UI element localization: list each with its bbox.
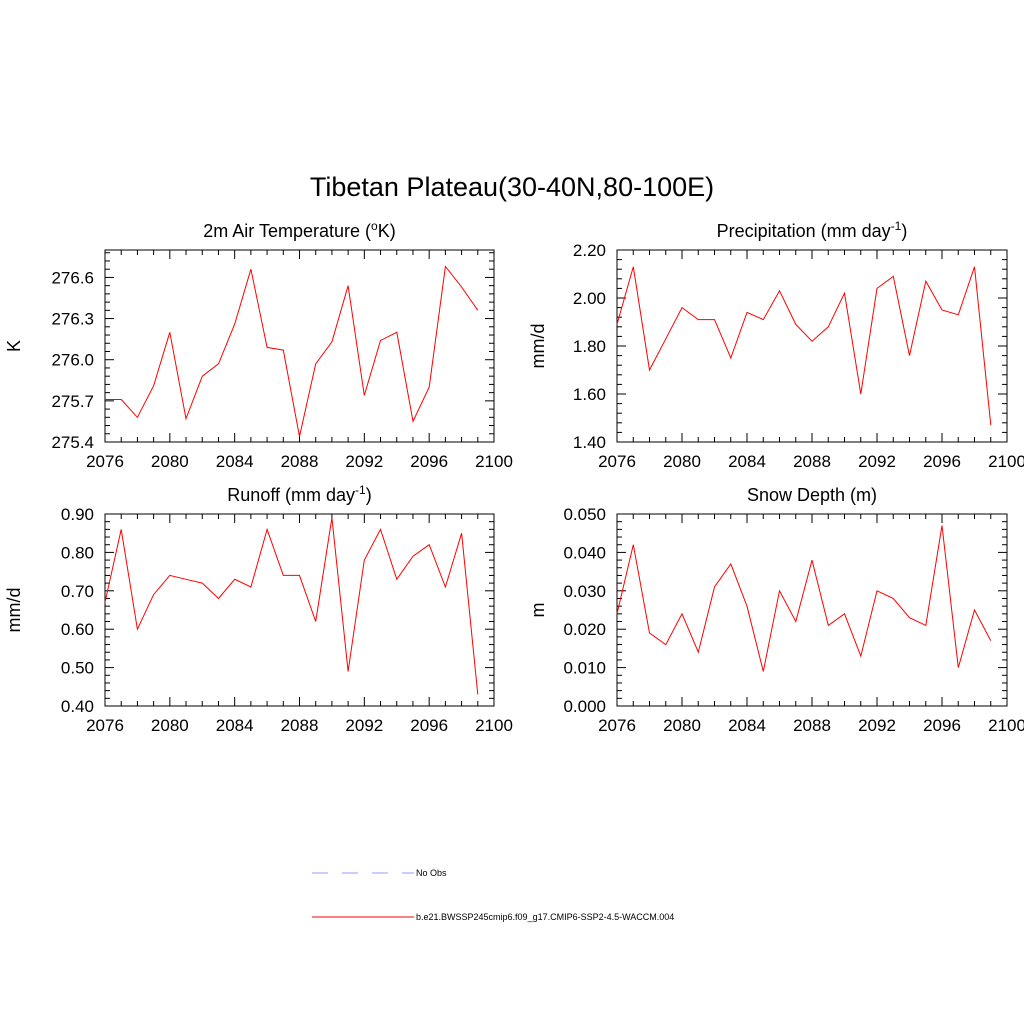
panels: 2m Air Temperature (oK) K 2076 2080 2084 2088…	[4, 219, 1024, 735]
legend: No Obs b.e21.BWSSP245cmip6.f09_g17.CMIP6-…	[312, 868, 674, 922]
y-tick-label: 276.3	[51, 310, 94, 329]
x-tick-label: 2092	[858, 716, 896, 735]
y-axis-label: mm/d	[528, 324, 548, 369]
x-tick-label: 2080	[663, 716, 701, 735]
panel-title: Runoff (mm day-1)	[227, 483, 371, 505]
y-tick-label: 0.70	[61, 582, 94, 601]
y-tick-label: 275.4	[51, 433, 94, 452]
legend-item: No Obs	[312, 868, 447, 878]
panel-title-text: Snow Depth (m)	[747, 485, 877, 505]
y-tick-label: 2.20	[573, 241, 606, 260]
panel-title-after: K)	[378, 221, 396, 241]
x-tick-label: 2088	[793, 452, 831, 471]
y-tick-label: 1.80	[573, 337, 606, 356]
y-tick-label: 276.0	[51, 351, 94, 370]
x-tick-label: 2080	[663, 452, 701, 471]
x-tick-label: 2088	[793, 716, 831, 735]
x-tick-label: 2092	[345, 716, 383, 735]
y-tick-label: 0.050	[563, 505, 606, 524]
panel-precipitation: Precipitation (mm day-1) mm/d 2076 2080 2084…	[528, 219, 1024, 471]
y-tick-label: 0.030	[563, 582, 606, 601]
y-axis-label: m	[528, 603, 548, 618]
y-axis-label: mm/d	[4, 588, 24, 633]
y-tick-label: 0.010	[563, 659, 606, 678]
panel-runoff: Runoff (mm day-1) mm/d 2076 2080 2084 2088 209…	[4, 483, 513, 735]
x-tick-label: 2096	[923, 716, 961, 735]
y-tick-label: 1.40	[573, 433, 606, 452]
y-tick-label: 1.60	[573, 385, 606, 404]
legend-label: b.e21.BWSSP245cmip6.f09_g17.CMIP6-SSP2-4…	[416, 912, 674, 922]
y-axis-label: K	[4, 340, 24, 352]
x-tick-label: 2092	[858, 452, 896, 471]
x-tick-label: 2096	[410, 716, 448, 735]
x-tick-label: 2100	[988, 452, 1024, 471]
y-tick-label: 0.000	[563, 697, 606, 716]
panel-title-text: Precipitation (mm day	[717, 221, 891, 241]
x-tick-label: 2076	[86, 452, 124, 471]
series-line	[105, 265, 479, 437]
y-tick-label: 2.00	[573, 289, 606, 308]
y-tick-label: 0.040	[563, 543, 606, 562]
legend-label: No Obs	[416, 868, 447, 878]
x-tick-label: 2088	[281, 716, 319, 735]
x-tick-label: 2096	[410, 452, 448, 471]
panel-title-sup: o	[371, 219, 378, 233]
x-tick-label: 2076	[86, 716, 124, 735]
y-tick-label: 0.40	[61, 697, 94, 716]
x-tick-label: 2084	[728, 716, 766, 735]
x-tick-label: 2100	[475, 452, 513, 471]
series-line	[104, 517, 479, 695]
y-tick-label: 0.020	[563, 620, 606, 639]
x-tick-label: 2076	[598, 452, 636, 471]
x-tick-label: 2096	[923, 452, 961, 471]
x-tick-label: 2100	[988, 716, 1024, 735]
y-tick-label: 0.90	[61, 505, 94, 524]
panel-title-after: )	[901, 221, 907, 241]
panel-snow-depth: Snow Depth (m) m 2076 2080 2084 2088 2092 2096 2…	[528, 485, 1024, 735]
panel-air-temperature: 2m Air Temperature (oK) K 2076 2080 2084 2088…	[4, 219, 513, 471]
main-title: Tibetan Plateau(30-40N,80-100E)	[310, 172, 714, 202]
x-tick-label: 2080	[151, 452, 189, 471]
y-tick-label: 0.50	[61, 659, 94, 678]
panel-title-text: 2m Air Temperature (	[203, 221, 371, 241]
panel-title-after: )	[366, 485, 372, 505]
y-tick-label: 275.7	[51, 392, 94, 411]
x-tick-label: 2092	[345, 452, 383, 471]
x-tick-label: 2100	[475, 716, 513, 735]
panel-title: Precipitation (mm day-1)	[717, 219, 908, 241]
panel-title-text: Runoff (mm day	[227, 485, 355, 505]
panel-title: 2m Air Temperature (oK)	[203, 219, 395, 241]
panel-title-sup: -1	[355, 483, 366, 497]
legend-item: b.e21.BWSSP245cmip6.f09_g17.CMIP6-SSP2-4…	[312, 912, 674, 922]
y-tick-label: 0.60	[61, 620, 94, 639]
series-line	[616, 525, 992, 672]
x-tick-label: 2084	[216, 716, 254, 735]
panel-title-sup: -1	[891, 219, 902, 233]
panel-title: Snow Depth (m)	[747, 485, 877, 505]
x-tick-label: 2084	[728, 452, 766, 471]
y-tick-label: 276.6	[51, 268, 94, 287]
y-tick-label: 0.80	[61, 543, 94, 562]
series-line	[616, 266, 992, 426]
x-tick-label: 2084	[216, 452, 254, 471]
x-tick-label: 2088	[281, 452, 319, 471]
x-tick-label: 2076	[598, 716, 636, 735]
x-tick-label: 2080	[151, 716, 189, 735]
